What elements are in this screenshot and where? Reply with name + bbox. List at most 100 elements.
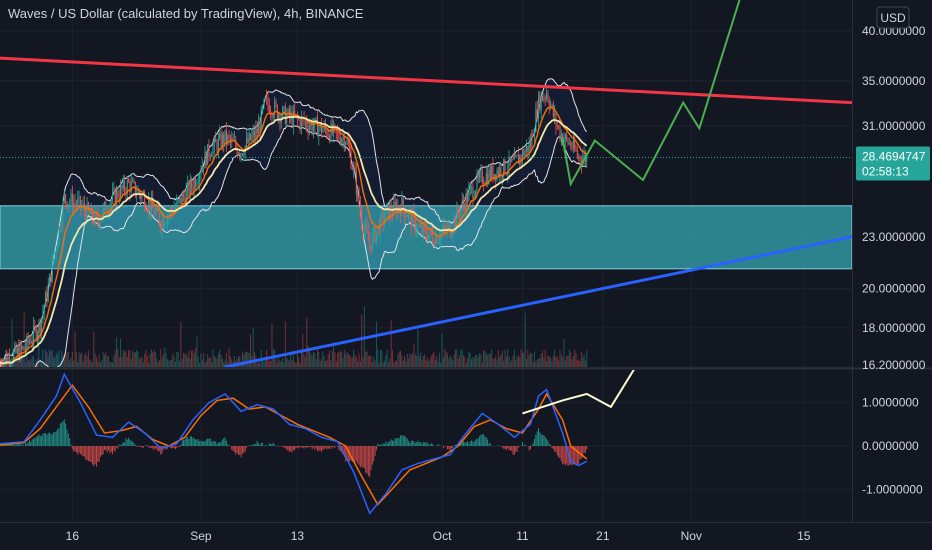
- candle-body: [189, 180, 191, 195]
- volume-bar: [329, 350, 331, 367]
- candle-body: [299, 119, 301, 128]
- volume-bar: [484, 351, 486, 367]
- time-axis[interactable]: 16 Sep 13 Oct 11 21 Nov 15: [66, 529, 811, 543]
- macd-histogram-bar: [258, 443, 260, 446]
- candle-body: [410, 211, 412, 227]
- volume-bar: [166, 359, 168, 367]
- macd-histogram-bar: [375, 446, 377, 451]
- candle-body: [576, 150, 578, 157]
- candle-body: [327, 135, 329, 137]
- macd-histogram-bar: [483, 434, 485, 446]
- macd-histogram-bar: [576, 446, 578, 465]
- volume-bar: [351, 357, 353, 367]
- macd-histogram-bar: [185, 437, 187, 446]
- candle-body: [331, 123, 333, 134]
- volume-bar: [203, 353, 205, 367]
- macd-histogram-bar: [83, 446, 85, 457]
- macd-histogram-bar: [282, 446, 284, 447]
- volume-bar: [358, 353, 360, 367]
- volume-bar: [519, 357, 521, 367]
- macd-histogram-bar: [89, 446, 91, 462]
- candle-body: [298, 118, 300, 120]
- macd-histogram-bar: [153, 446, 155, 451]
- macd-histogram-bar: [66, 429, 68, 446]
- macd-histogram-bar: [45, 433, 47, 446]
- macd-histogram-bar: [504, 446, 506, 450]
- volume-bar: [209, 356, 211, 367]
- candle-body: [347, 140, 349, 146]
- macd-histogram-bar: [266, 445, 268, 446]
- candle-body: [278, 114, 280, 119]
- volume-bar: [99, 362, 101, 367]
- volume-bar: [256, 362, 258, 367]
- macd-histogram-bar: [77, 446, 79, 455]
- macd-histogram-bar: [287, 446, 289, 450]
- volume-bar: [282, 357, 284, 367]
- candle-body: [109, 204, 111, 213]
- candle-body: [229, 137, 231, 142]
- macd-histogram-bar: [57, 428, 59, 446]
- candle-body: [566, 134, 568, 139]
- volume-bar: [30, 359, 32, 367]
- candle-body: [583, 153, 585, 159]
- macd-histogram-bar: [50, 434, 52, 446]
- macd-histogram-bar: [30, 441, 32, 446]
- candle-body: [551, 104, 553, 106]
- candle-body: [513, 155, 515, 160]
- macd-histogram-bar: [509, 446, 511, 451]
- volume-bar: [278, 355, 280, 367]
- volume-bar: [217, 353, 219, 367]
- volume-bar: [420, 352, 422, 367]
- macd-histogram-bar: [475, 439, 477, 446]
- candle-body: [452, 230, 454, 235]
- candle-body: [531, 133, 533, 147]
- macd-tick-label: -1.0000000: [862, 482, 923, 496]
- macd-histogram-bar: [217, 442, 219, 446]
- macd-histogram-bar: [195, 439, 197, 446]
- macd-histogram-bar: [507, 446, 509, 449]
- candle-body: [184, 196, 186, 204]
- macd-axis[interactable]: 1.0000000 0.0000000 -1.0000000: [862, 396, 923, 497]
- volume-bar: [554, 349, 556, 367]
- candle-body: [527, 145, 529, 152]
- volume-bar: [493, 358, 495, 367]
- candle-body: [366, 224, 368, 232]
- macd-histogram-bar: [284, 446, 286, 449]
- macd-histogram-bar: [141, 446, 143, 448]
- volume-bar: [121, 356, 123, 367]
- macd-histogram-bar: [174, 446, 176, 450]
- candle-body: [161, 219, 163, 230]
- currency-button[interactable]: USD: [876, 6, 910, 29]
- candle-body: [346, 140, 348, 143]
- volume-bar: [18, 361, 20, 367]
- bar-countdown: 02:58:13: [862, 165, 909, 179]
- macd-histogram-bar: [424, 442, 426, 446]
- macd-histogram-bar: [468, 443, 470, 446]
- volume-bar: [405, 361, 407, 367]
- candle-body: [441, 231, 443, 234]
- candle-body: [540, 96, 542, 111]
- volume-bar: [547, 355, 549, 367]
- macd-histogram-bar: [300, 446, 302, 448]
- candle-body: [381, 213, 383, 215]
- volume-bar: [233, 355, 235, 367]
- macd-histogram-bar: [154, 446, 156, 449]
- candle-body: [260, 108, 262, 130]
- candle-body: [389, 206, 391, 220]
- macd-histogram-bar: [213, 441, 215, 446]
- candle-body: [271, 113, 273, 117]
- volume-bar: [91, 362, 93, 367]
- candle-body: [493, 174, 495, 180]
- macd-histogram-bar: [193, 438, 195, 446]
- candle-body: [436, 235, 438, 243]
- volume-bar: [130, 358, 132, 367]
- volume-bar: [124, 352, 126, 367]
- price-axis[interactable]: 40.000000035.000000031.000000023.0000000…: [862, 24, 926, 372]
- current-price-label: 28.4694747 02:58:13: [0, 146, 930, 181]
- macd-histogram-bar: [124, 442, 126, 446]
- candle-body: [252, 131, 254, 136]
- volume-bar: [221, 358, 223, 367]
- macd-histogram-bar: [487, 439, 489, 446]
- candle-body: [42, 312, 44, 319]
